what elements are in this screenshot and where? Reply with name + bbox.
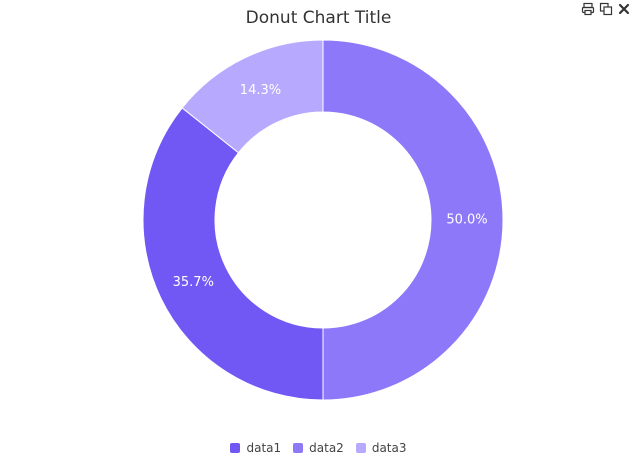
legend-label-data2: data2 (309, 441, 344, 455)
slice-data3[interactable] (181, 39, 324, 154)
legend-label-data1: data1 (246, 441, 282, 455)
copy-icon[interactable] (599, 2, 613, 16)
close-icon[interactable] (617, 2, 631, 16)
slice-data2[interactable] (322, 39, 504, 401)
slice-label-data1: 35.7% (173, 275, 214, 290)
slice-label-data3: 14.3% (240, 83, 281, 98)
chart-legend: data1 data2 data3 (0, 441, 637, 455)
slice-data1[interactable] (142, 107, 324, 401)
print-icon[interactable] (581, 2, 595, 16)
legend-item-data3[interactable]: data3 (355, 441, 407, 455)
legend-swatch-data1 (230, 443, 241, 453)
legend-swatch-data2 (293, 443, 304, 453)
slice-label-data2: 50.0% (446, 213, 487, 228)
legend-item-data2[interactable]: data2 (293, 441, 344, 455)
legend-swatch-data3 (355, 443, 366, 453)
legend-item-data1[interactable]: data1 (230, 441, 281, 455)
legend-label-data3: data3 (371, 441, 407, 455)
chart-toolbar (581, 2, 631, 16)
chart-title: Donut Chart Title (245, 8, 392, 28)
